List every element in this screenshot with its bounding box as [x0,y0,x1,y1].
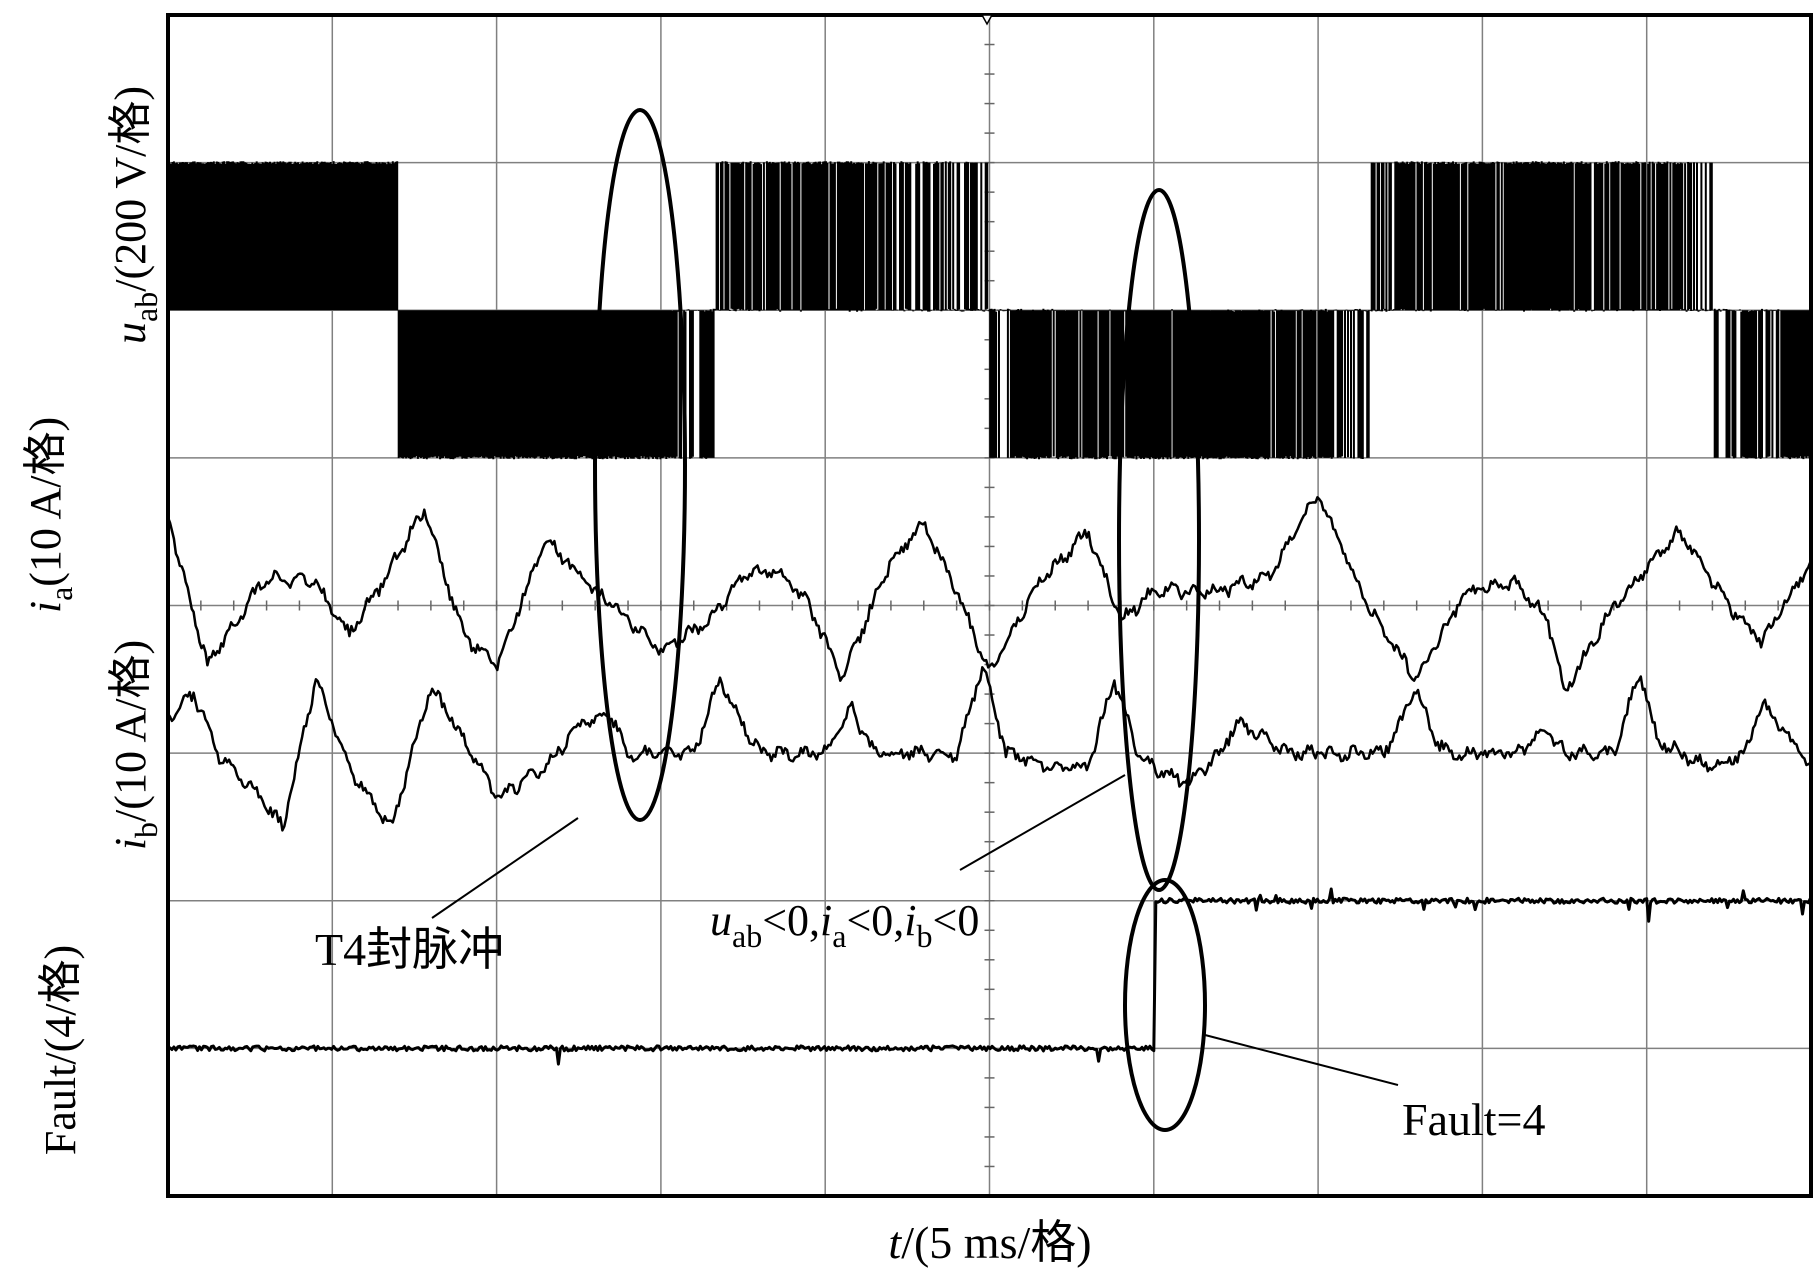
ib-trace [166,666,1811,832]
ia-label-var: i [21,601,70,613]
cond-uab-sub: ab [732,918,762,954]
x-axis-var: t [888,1217,902,1268]
ia-trace [166,496,1812,692]
annotation-t4-pulse-block: T4封脉冲 [315,924,504,975]
fault-leader-line [1204,1034,1399,1086]
cond-op-3: <0 [933,896,980,945]
fault-channel-label: Fault/(4/格) [36,945,85,1155]
cond-op-2: <0, [846,896,904,945]
ia-label-unit: (10 A/格) [21,417,70,587]
cond-ia-var: i [820,896,832,945]
uab-label-sub: ab [128,292,164,322]
ia-label-sub: a [43,587,79,601]
annotation-fault-value: Fault=4 [1402,1094,1546,1145]
fault-highlight-ellipse [1123,878,1207,1132]
cond-uab-var: u [710,896,732,945]
cond-ia-sub: a [832,918,846,954]
ib-label-var: i [106,838,155,850]
cond-op-1: <0, [762,896,820,945]
ib-label-unit: /(10 A/格) [106,640,155,822]
fault-trace [167,887,1812,1066]
annotation-condition: uab<0,ia<0,ib<0 [710,896,979,954]
uab-channel-label: uab/(200 V/格) [106,86,164,344]
ia-channel-label: ia(10 A/格) [21,417,79,613]
uab-label-var: u [106,322,155,344]
trigger-marker-icon [980,14,994,26]
t4-highlight-ellipse [593,108,687,822]
x-axis-unit: /(5 ms/格) [901,1217,1091,1268]
ib-channel-label: ib/(10 A/格) [106,640,164,850]
x-axis-label: t/(5 ms/格) [888,1217,1091,1268]
cond-ib-sub: b [917,918,933,954]
condition-leader-line [959,774,1126,871]
ib-label-sub: b [128,822,164,838]
t4-leader-line [431,817,579,919]
condition-highlight-ellipse [1117,188,1201,892]
cond-ib-var: i [904,896,916,945]
uab-label-unit: /(200 V/格) [106,86,155,292]
